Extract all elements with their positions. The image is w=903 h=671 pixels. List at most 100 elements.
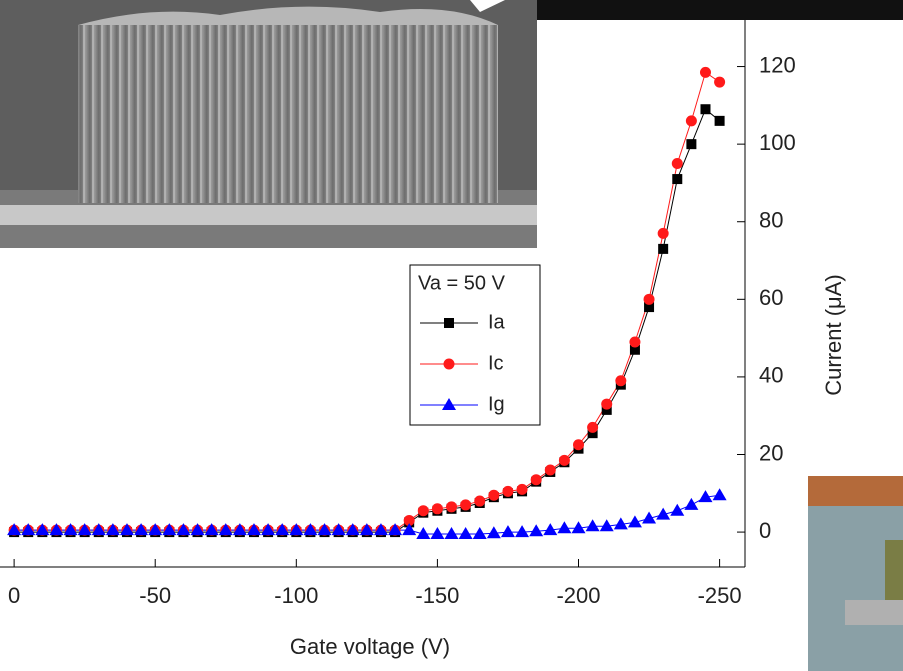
legend-label: Ic [488, 352, 504, 374]
marker-circle [587, 421, 599, 433]
marker-circle [530, 474, 542, 486]
marker-triangle [176, 523, 191, 536]
legend-box [409, 264, 541, 426]
marker-circle [443, 358, 455, 370]
marker-square [601, 404, 612, 415]
y-tick-label: 40 [759, 363, 783, 388]
marker-triangle [599, 519, 614, 532]
marker-triangle [49, 523, 64, 536]
marker-circle [657, 227, 669, 239]
marker-circle [544, 464, 556, 476]
marker-triangle [430, 527, 445, 540]
legend-label: Ig [488, 393, 505, 415]
marker-triangle [458, 527, 473, 540]
marker-circle [643, 293, 655, 305]
marker-circle [699, 66, 711, 78]
marker-triangle [232, 523, 247, 536]
marker-triangle [317, 523, 332, 536]
marker-square [700, 104, 711, 115]
legend-label: Ia [488, 311, 506, 333]
marker-triangle [35, 523, 50, 536]
x-tick-label: -50 [139, 583, 171, 608]
marker-triangle [303, 523, 318, 536]
marker-circle [558, 454, 570, 466]
x-tick-label: 0 [8, 583, 20, 608]
marker-triangle [656, 507, 671, 520]
marker-triangle [190, 523, 205, 536]
device-photo [808, 476, 903, 671]
marker-square [714, 115, 725, 126]
marker-square [658, 243, 669, 254]
legend-title: Va = 50 V [418, 272, 506, 294]
top-band [537, 0, 903, 20]
marker-triangle [684, 497, 699, 510]
marker-triangle [77, 523, 92, 536]
marker-circle [714, 76, 726, 88]
marker-triangle [373, 523, 388, 536]
marker-circle [488, 489, 500, 501]
marker-square [587, 428, 598, 439]
x-axis-label: Gate voltage (V) [290, 634, 450, 659]
y-tick-label: 100 [759, 130, 796, 155]
marker-triangle [571, 521, 586, 534]
marker-circle [446, 501, 458, 513]
marker-triangle [500, 525, 515, 538]
marker-circle [502, 485, 514, 497]
marker-triangle [105, 523, 120, 536]
marker-square [629, 344, 640, 355]
marker-circle [629, 336, 641, 348]
x-tick-label: -200 [556, 583, 600, 608]
marker-circle [601, 398, 613, 410]
marker-triangle [627, 515, 642, 528]
y-axis-label: Current (μA) [821, 274, 846, 395]
marker-triangle [7, 523, 22, 536]
marker-triangle [557, 521, 572, 534]
y-tick-label: 20 [759, 440, 783, 465]
marker-triangle [119, 523, 134, 536]
marker-square [672, 174, 683, 185]
marker-circle [403, 514, 415, 526]
marker-triangle [585, 519, 600, 532]
marker-circle [516, 483, 528, 495]
marker-triangle [246, 523, 261, 536]
marker-triangle [712, 488, 727, 501]
marker-triangle [529, 524, 544, 537]
y-tick-label: 120 [759, 52, 796, 77]
marker-triangle [670, 503, 685, 516]
marker-circle [474, 495, 486, 507]
marker-triangle [402, 523, 417, 536]
marker-triangle [486, 526, 501, 539]
marker-triangle [331, 523, 346, 536]
x-tick-label: -100 [274, 583, 318, 608]
marker-triangle [642, 511, 657, 524]
marker-square [644, 302, 655, 313]
marker-circle [615, 375, 627, 387]
marker-triangle [359, 523, 374, 536]
marker-circle [685, 115, 697, 127]
marker-triangle [261, 523, 276, 536]
marker-triangle [162, 523, 177, 536]
marker-triangle [416, 527, 431, 540]
marker-triangle [515, 525, 530, 538]
marker-triangle [134, 523, 149, 536]
y-tick-label: 0 [759, 518, 771, 543]
marker-circle [417, 505, 429, 517]
marker-triangle [442, 398, 456, 410]
y-tick-label: 80 [759, 208, 783, 233]
marker-triangle [91, 523, 106, 536]
marker-triangle [275, 523, 290, 536]
marker-circle [460, 499, 472, 511]
marker-triangle [204, 523, 219, 536]
marker-square [444, 318, 454, 328]
marker-square [686, 139, 697, 150]
marker-circle [431, 503, 443, 515]
sem-image [0, 0, 537, 248]
marker-triangle [472, 527, 487, 540]
marker-triangle [543, 523, 558, 536]
marker-triangle [345, 523, 360, 536]
marker-triangle [444, 527, 459, 540]
marker-triangle [218, 523, 233, 536]
marker-circle [671, 158, 683, 170]
x-tick-label: -150 [415, 583, 459, 608]
